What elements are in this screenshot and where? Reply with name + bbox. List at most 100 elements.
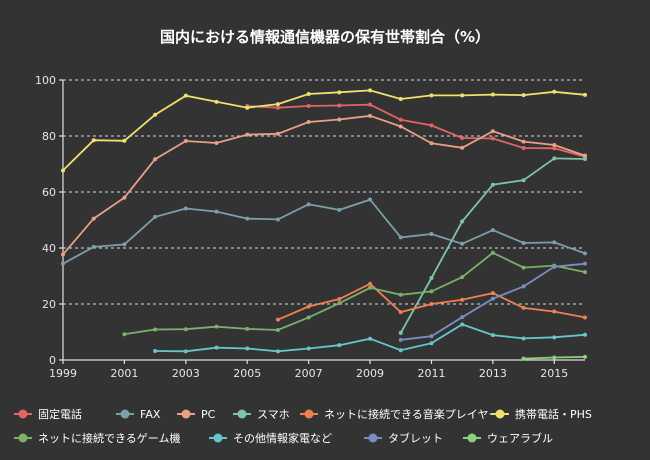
data-point-6-2001 (122, 332, 127, 337)
data-point-1-2014 (521, 240, 526, 245)
data-point-5-2002 (153, 112, 158, 117)
series-lines (61, 88, 587, 361)
data-point-1-2013 (490, 228, 495, 233)
data-point-0-2006 (275, 105, 280, 110)
legend-item-0[interactable]: 固定電話 (14, 407, 82, 421)
data-point-6-2009 (368, 285, 373, 290)
data-point-2-2006 (275, 131, 280, 136)
data-point-7-2013 (490, 333, 495, 338)
data-point-0-2013 (490, 136, 495, 141)
legend-item-8[interactable]: タブレット (364, 431, 443, 445)
data-point-6-2006 (275, 328, 280, 333)
data-point-4-2016 (583, 315, 587, 320)
data-point-0-2008 (337, 103, 342, 108)
data-point-8-2016 (583, 261, 587, 266)
data-point-5-2013 (490, 92, 495, 97)
data-point-6-2010 (398, 292, 403, 297)
data-point-8-2013 (490, 296, 495, 301)
data-point-1-2003 (183, 206, 188, 211)
data-point-6-2014 (521, 265, 526, 270)
data-point-8-2012 (460, 315, 465, 320)
data-point-1-2011 (429, 232, 434, 236)
series-1 (61, 197, 587, 266)
data-point-0-2011 (429, 123, 434, 128)
data-point-2-2002 (153, 157, 158, 162)
data-point-3-2016 (583, 156, 587, 161)
data-point-6-2002 (153, 327, 158, 332)
data-point-5-2015 (552, 89, 557, 94)
legend-label-0: 固定電話 (38, 407, 82, 421)
data-point-2-1999 (61, 252, 65, 257)
data-point-1-2009 (368, 197, 373, 202)
xtick-label-1999: 1999 (49, 367, 77, 380)
data-point-0-2009 (368, 102, 373, 107)
ytick-label-40: 40 (42, 242, 56, 255)
series-2 (61, 113, 587, 257)
data-point-5-2000 (91, 138, 96, 143)
data-point-0-2010 (398, 117, 403, 122)
data-point-4-2013 (490, 291, 495, 296)
data-point-2-2008 (337, 117, 342, 122)
data-point-4-2011 (429, 302, 434, 306)
legend-item-3[interactable]: スマホ (233, 408, 290, 421)
data-point-3-2014 (521, 178, 526, 183)
data-point-8-2011 (429, 334, 434, 339)
data-point-1-2005 (245, 216, 250, 221)
legend-item-6[interactable]: ネットに接続できるゲーム機 (14, 431, 180, 445)
series-line-6 (124, 251, 586, 336)
data-point-0-2015 (552, 146, 557, 151)
ytick-label-20: 20 (42, 298, 56, 311)
data-point-3-2012 (460, 219, 465, 224)
legend-label-6: ネットに接続できるゲーム機 (38, 431, 180, 445)
data-point-1-2016 (583, 251, 587, 256)
data-point-5-2016 (583, 92, 587, 97)
data-point-6-2011 (429, 289, 434, 294)
legend-item-7[interactable]: その他情報家電など (209, 431, 332, 445)
data-point-7-2004 (214, 345, 219, 350)
data-point-2-2004 (214, 141, 219, 145)
chart-title: 国内における情報通信機器の保有世帯割合（%） (160, 28, 490, 46)
data-point-7-2006 (275, 349, 280, 354)
data-point-1-2001 (122, 242, 127, 247)
grid-lines (63, 79, 585, 305)
data-point-2-2005 (245, 132, 250, 137)
xtick-label-2003: 2003 (172, 367, 200, 380)
legend-swatch-dot-5 (495, 409, 505, 419)
data-point-8-2015 (552, 264, 557, 269)
data-point-1-2000 (91, 244, 96, 249)
legend-item-2[interactable]: PC (177, 408, 216, 421)
data-point-2-2015 (552, 142, 557, 147)
legend-swatch-dot-0 (18, 409, 28, 419)
data-point-5-2014 (521, 93, 526, 98)
series-7 (153, 322, 587, 354)
data-point-5-2004 (214, 99, 219, 104)
data-point-2-2014 (521, 139, 526, 144)
data-point-4-2015 (552, 309, 557, 314)
data-point-5-2011 (429, 93, 434, 98)
data-point-7-2012 (460, 322, 465, 327)
legend-item-5[interactable]: 携帯電話・PHS (491, 407, 592, 421)
data-point-6-2008 (337, 301, 342, 306)
data-point-7-2005 (245, 346, 250, 351)
legend-item-9[interactable]: ウェアラブル (463, 431, 553, 445)
legend-item-4[interactable]: ネットに接続できる音楽プレイヤー (300, 407, 499, 421)
legend-label-7: その他情報家電など (233, 431, 332, 445)
data-point-5-2005 (245, 105, 250, 110)
legend-item-1[interactable]: FAX (116, 408, 161, 421)
legend-swatch-dot-1 (120, 409, 130, 419)
data-point-3-2013 (490, 182, 495, 187)
data-point-7-2014 (521, 336, 526, 341)
series-line-0 (247, 103, 586, 158)
data-point-2-2011 (429, 141, 434, 146)
data-point-1-1999 (61, 261, 65, 266)
data-point-4-2008 (337, 296, 342, 301)
data-point-6-2004 (214, 324, 219, 329)
data-point-2-2009 (368, 113, 373, 118)
legend-swatch-dot-4 (304, 409, 314, 419)
data-point-6-2013 (490, 250, 495, 255)
data-point-4-2012 (460, 297, 465, 302)
data-point-9-2015 (552, 355, 557, 360)
series-line-8 (400, 262, 586, 341)
series-8 (398, 261, 587, 342)
